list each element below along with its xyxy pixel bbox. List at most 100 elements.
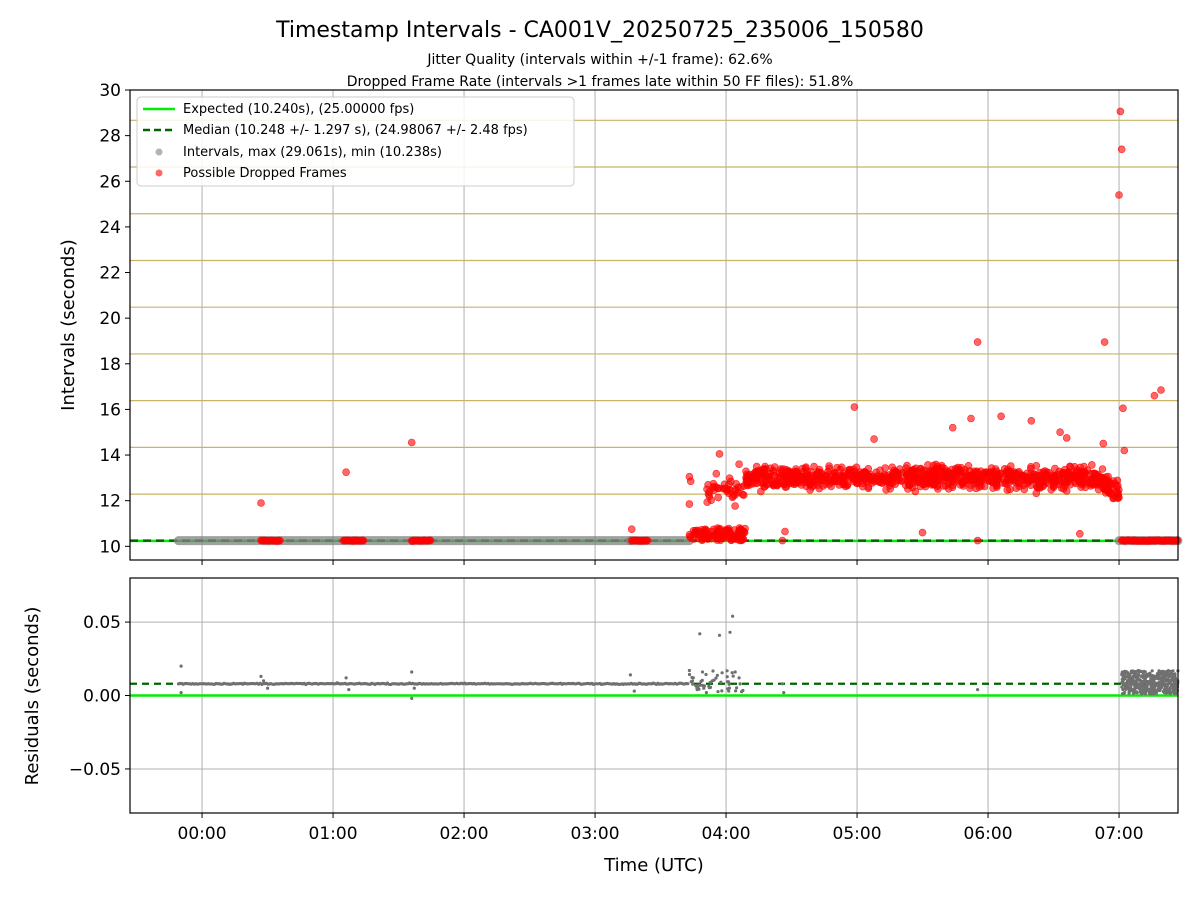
residual-point	[1160, 684, 1164, 688]
residual-point	[1156, 675, 1160, 679]
residual-point	[1157, 680, 1161, 685]
time-x-tick-label: 06:00	[964, 824, 1013, 844]
dropped-frame-point	[747, 474, 756, 483]
residual-point	[1146, 681, 1150, 686]
residual-point	[725, 675, 729, 679]
residual-point	[1133, 686, 1137, 690]
residual-point	[1120, 677, 1124, 682]
residual-point	[725, 669, 729, 673]
dropped-frame-point	[1076, 529, 1084, 538]
residuals-y-tick-label: 0.05	[83, 613, 121, 633]
dropped-frame-point	[1017, 471, 1026, 480]
time-x-label: Time (UTC)	[603, 855, 704, 876]
residual-point	[259, 674, 263, 679]
dropped-frame-point	[1039, 481, 1048, 489]
dropped-frame-point	[1078, 475, 1086, 484]
dropped-frame-point	[933, 462, 942, 471]
residual-point	[1160, 680, 1164, 684]
dropped-frame-point	[781, 527, 789, 536]
residual-point	[712, 678, 716, 682]
dropped-frame-point	[910, 465, 918, 474]
dropped-frame-point	[1088, 461, 1096, 469]
residual-point	[179, 664, 183, 668]
dropped-frame-point	[769, 481, 777, 489]
residual-point	[1136, 673, 1140, 677]
dropped-frame-point	[785, 467, 793, 475]
dropped-frame-point	[956, 470, 965, 479]
residual-point	[1135, 678, 1139, 682]
dropped-frame-point	[735, 460, 743, 469]
chart-subtitle-jitter: Jitter Quality (intervals within +/-1 fr…	[426, 52, 772, 68]
intervals-y-tick-label: 26	[99, 172, 121, 192]
dropped-frame-point	[957, 463, 966, 472]
intervals-y-tick-label: 16	[99, 400, 121, 420]
residual-point	[720, 689, 724, 693]
dropped-frame-point	[1056, 428, 1064, 437]
dropped-frame-point	[1150, 391, 1159, 400]
residual-point	[1143, 674, 1147, 678]
chart-title: Timestamp Intervals - CA001V_20250725_23…	[275, 18, 924, 43]
dropped-frame-point	[1027, 464, 1035, 473]
legend-box	[136, 96, 575, 187]
dropped-frame-point	[1109, 477, 1118, 485]
dropped-frame-point	[907, 472, 915, 481]
residual-point	[1161, 677, 1165, 681]
residual-point	[1129, 688, 1133, 692]
dropped-frame-point	[841, 482, 850, 491]
residual-point	[1129, 669, 1133, 673]
time-x-tick-label: 04:00	[702, 824, 751, 844]
residual-point	[735, 686, 739, 690]
dropped-frame-point	[703, 498, 712, 507]
residual-point	[731, 674, 735, 678]
residual-point	[1168, 680, 1172, 685]
residual-point	[1135, 681, 1139, 685]
dropped-frame-point	[1115, 191, 1123, 199]
residual-point	[1153, 681, 1157, 685]
residuals-y-ticks: −0.05 0.00 0.05	[69, 613, 130, 780]
dropped-frame-point	[1117, 145, 1126, 154]
dropped-frame-point	[742, 467, 750, 476]
residual-point	[1141, 689, 1145, 693]
dropped-frame-point	[734, 488, 742, 497]
dropped-frame-point	[854, 471, 863, 480]
residual-point	[1123, 672, 1127, 676]
residual-point	[700, 678, 704, 683]
dropped-frame-point	[712, 469, 721, 478]
dropped-frame-point	[990, 472, 999, 481]
residual-point	[1172, 687, 1176, 691]
intervals-y-tick-label: 10	[99, 537, 121, 557]
residual-point	[1132, 671, 1136, 676]
dropped-frame-point	[881, 464, 890, 472]
residual-point	[1169, 683, 1173, 687]
residual-point	[179, 691, 183, 695]
residual-point	[1139, 674, 1143, 679]
residual-point	[731, 614, 735, 618]
dropped-frame-point	[817, 470, 826, 478]
dropped-frame-point	[726, 477, 735, 486]
dropped-frame-point	[826, 475, 834, 484]
residual-point	[1169, 672, 1173, 676]
residual-point	[1149, 677, 1153, 681]
dropped-frame-point	[810, 462, 818, 471]
intervals-axes-frame	[129, 89, 1179, 561]
residual-point	[410, 696, 414, 701]
residual-point	[715, 673, 720, 677]
dropped-frame-point	[982, 468, 990, 476]
residual-point	[1147, 672, 1151, 676]
dropped-frame-point	[903, 461, 911, 470]
dropped-frame-point	[1089, 469, 1097, 478]
residual-point	[1135, 669, 1139, 674]
residual-point	[1123, 687, 1127, 691]
dropped-frame-point	[850, 403, 859, 411]
residual-point	[1124, 684, 1128, 688]
residual-point	[1157, 684, 1161, 688]
residual-point	[1152, 674, 1156, 678]
residual-point	[704, 672, 708, 677]
residual-point	[691, 682, 695, 686]
residual-point	[782, 691, 786, 695]
residual-point	[632, 689, 636, 693]
legend-dropped-swatch	[155, 169, 163, 177]
dropped-frame-point	[756, 487, 765, 496]
legend-expected-label: Expected (10.240s), (25.00000 fps)	[183, 102, 414, 117]
residual-point	[716, 690, 720, 694]
